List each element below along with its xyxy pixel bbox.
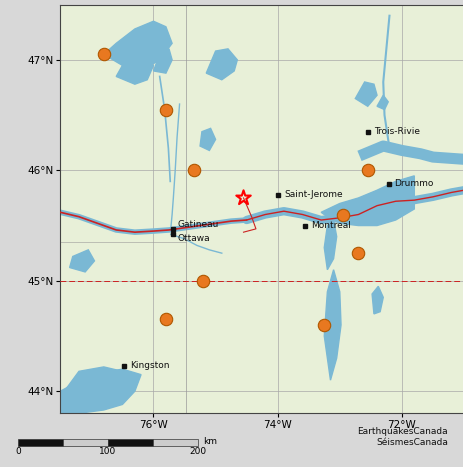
Text: 200: 200 [189, 447, 206, 456]
Polygon shape [355, 82, 376, 106]
Text: Ottawa: Ottawa [177, 234, 210, 243]
Text: km: km [203, 437, 217, 446]
Text: Saint-Jerome: Saint-Jerome [283, 190, 342, 199]
Bar [63, 439, 108, 446]
Point [199, 277, 206, 284]
Text: Trois-Rivie: Trois-Rivie [373, 127, 419, 136]
Polygon shape [69, 250, 94, 272]
Text: Kingston: Kingston [130, 361, 169, 370]
Polygon shape [104, 21, 172, 71]
Text: Drummo: Drummo [394, 179, 433, 188]
Text: 0: 0 [15, 447, 21, 456]
Point [162, 316, 169, 323]
Polygon shape [324, 220, 336, 270]
Point [190, 167, 197, 174]
Polygon shape [116, 60, 153, 84]
Point [162, 106, 169, 113]
Polygon shape [371, 286, 382, 314]
Polygon shape [200, 128, 215, 150]
Text: Gatineau: Gatineau [177, 220, 219, 229]
Bar [153, 439, 198, 446]
Point [320, 321, 327, 329]
Bar [18, 439, 63, 446]
Polygon shape [153, 49, 172, 73]
Point [354, 249, 361, 257]
Polygon shape [320, 176, 413, 226]
Text: 100: 100 [99, 447, 116, 456]
Bar [108, 439, 153, 446]
Polygon shape [60, 367, 128, 408]
Polygon shape [324, 270, 340, 380]
Text: EarthquakesCanada
SéismesCanada: EarthquakesCanada SéismesCanada [357, 427, 447, 447]
Point [239, 194, 247, 202]
Point [363, 167, 371, 174]
Point [338, 211, 346, 218]
Polygon shape [60, 369, 141, 413]
Polygon shape [206, 49, 237, 80]
Point [100, 50, 107, 58]
Polygon shape [376, 95, 388, 110]
Text: Montreal: Montreal [311, 221, 350, 230]
